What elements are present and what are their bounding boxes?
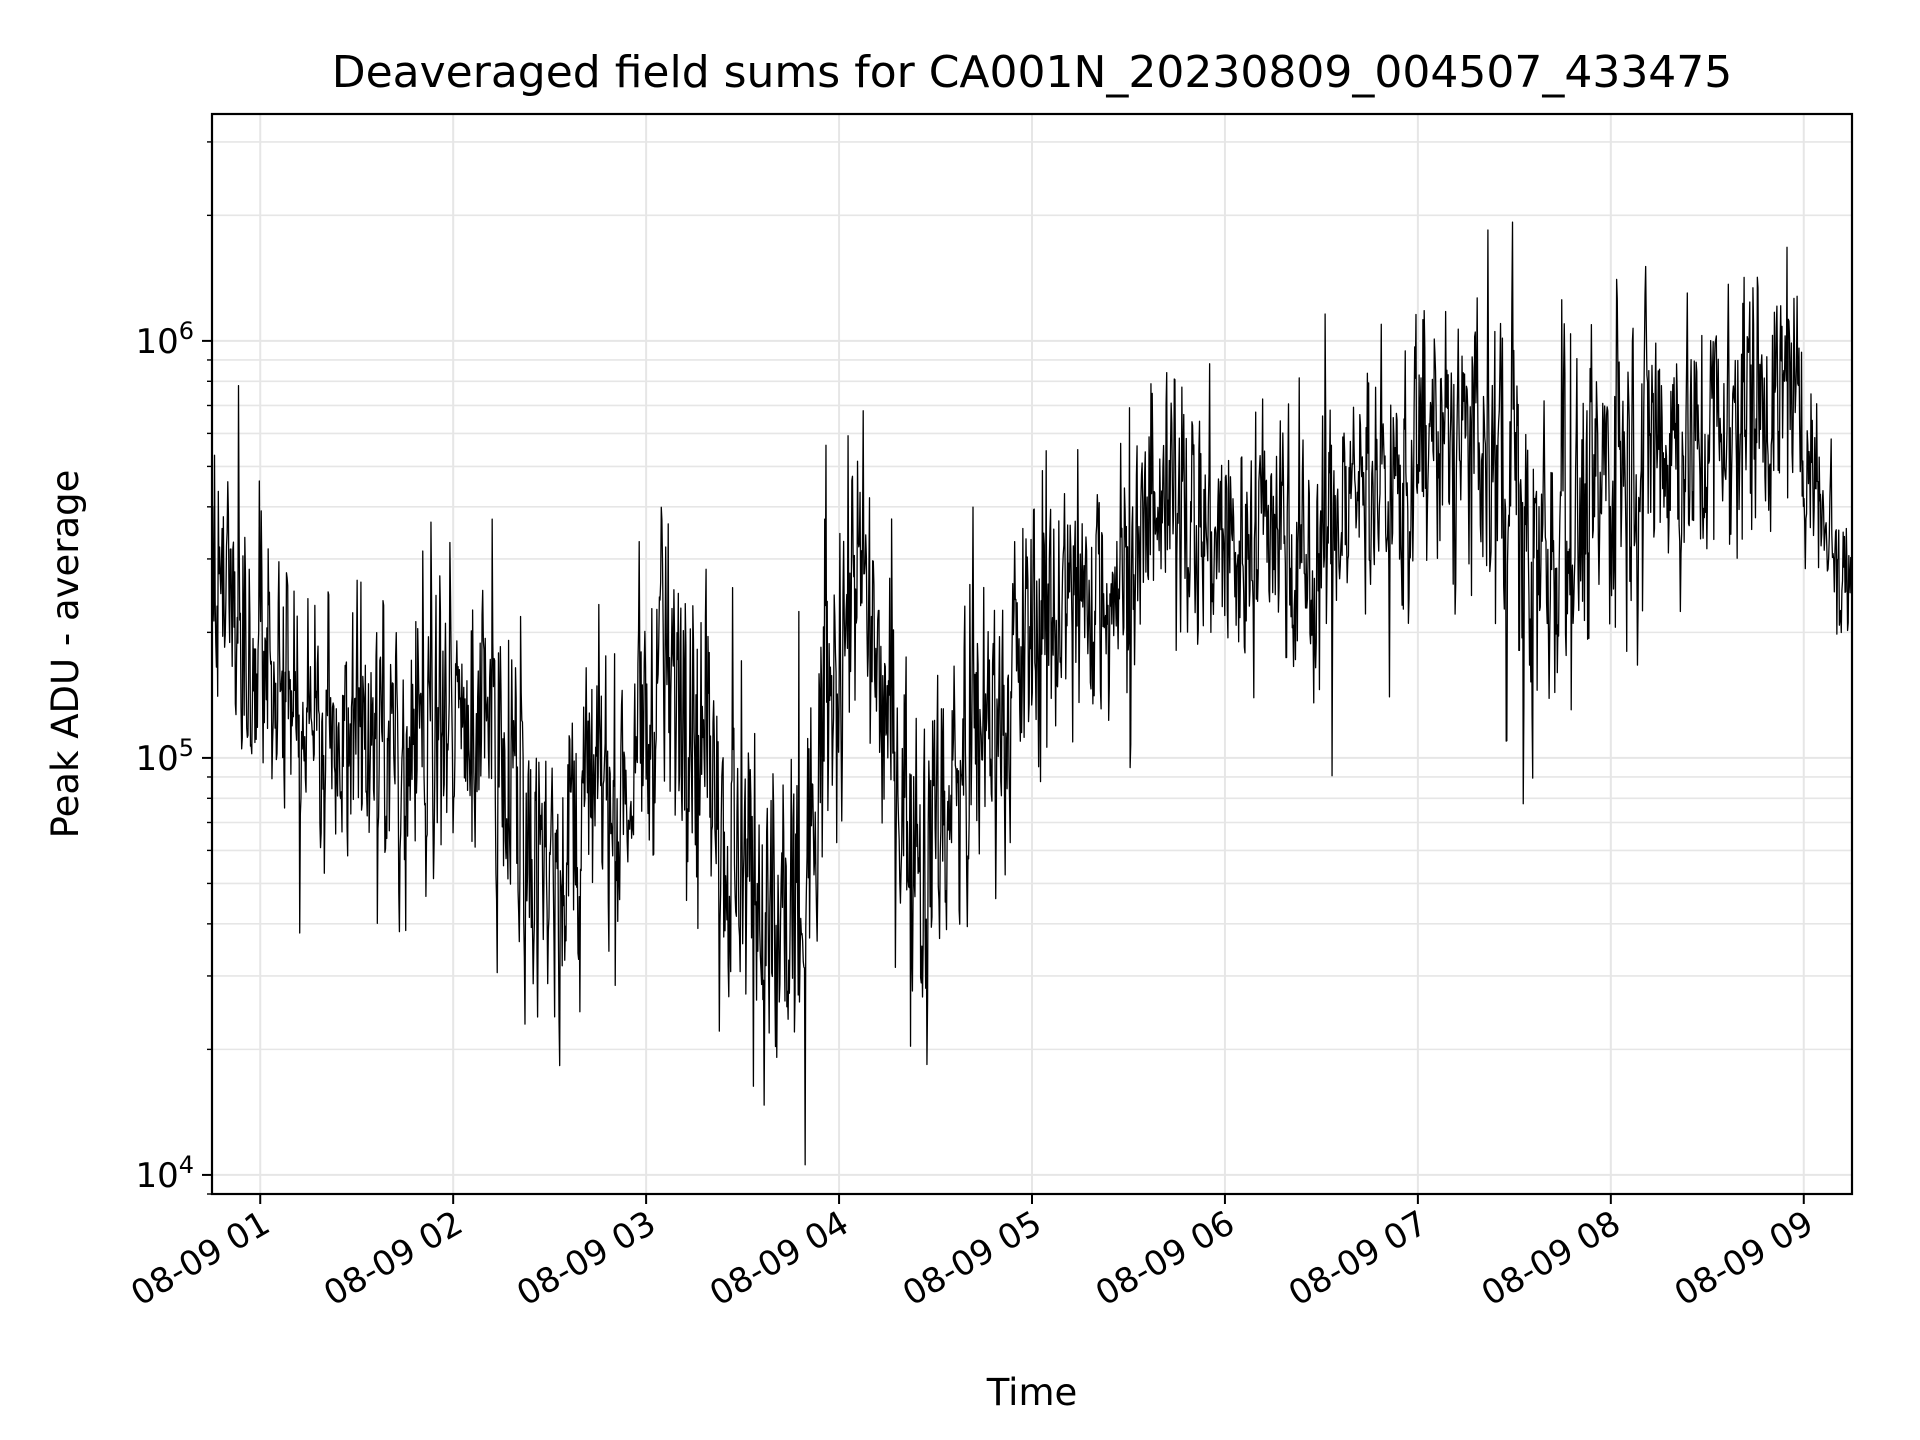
data-series-line — [211, 221, 1853, 1166]
y-tick-label: 105 — [135, 734, 194, 779]
y-axis: 104 105 106 — [135, 141, 212, 1196]
grid — [212, 114, 1852, 1195]
x-axis-label: Time — [986, 1371, 1078, 1414]
y-tick-label: 106 — [135, 317, 194, 362]
y-axis-label: Peak ADU - average — [44, 470, 87, 839]
plot-line — [211, 221, 1853, 1166]
y-tick-label: 104 — [135, 1151, 194, 1196]
chart-title: Deaveraged field sums for CA001N_2023080… — [332, 47, 1733, 98]
